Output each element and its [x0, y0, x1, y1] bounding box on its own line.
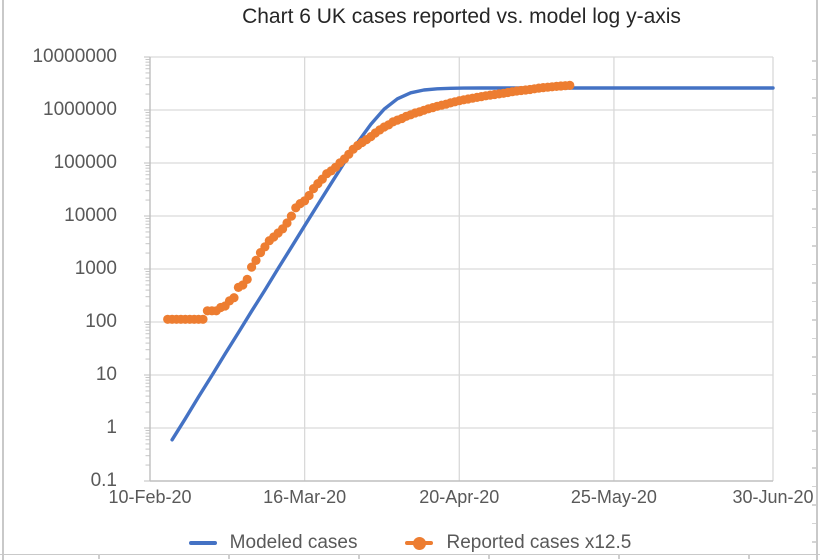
chart-title: Chart 6 UK cases reported vs. model log …: [242, 5, 681, 28]
worksheet-row-stub: [812, 300, 816, 302]
legend-label-reported-cases: Reported cases x12.5: [446, 532, 632, 553]
worksheet-gridline-bottom: [0, 553, 820, 555]
worksheet-row-stub: [812, 485, 816, 487]
y-tick-label: 1: [106, 417, 117, 438]
chart-legend: Modeled cases Reported cases x12.5: [0, 530, 820, 556]
worksheet-row-stub: [812, 263, 816, 265]
worksheet-row-stub: [812, 522, 816, 524]
blue-line-icon: [188, 541, 217, 545]
worksheet-row-stub: [812, 393, 816, 395]
worksheet-row-stub: [812, 374, 816, 376]
worksheet-row-stub: [812, 226, 816, 228]
worksheet-row-stub: [812, 504, 816, 506]
y-tick-label: 10: [95, 364, 117, 385]
y-tick-label: 1000000: [43, 99, 117, 120]
worksheet-row-stub: [812, 245, 816, 247]
reported-marker-swatch-icon: [405, 536, 434, 550]
modeled-line-swatch-icon: [188, 536, 217, 550]
worksheet-row-stub: [812, 282, 816, 284]
worksheet-row-stub: [812, 97, 816, 99]
worksheet-row-stub: [812, 78, 816, 80]
legend-item-reported-cases: Reported cases x12.5: [405, 532, 631, 554]
y-tick-label: 100000: [53, 152, 117, 173]
worksheet-row-stub: [812, 411, 816, 413]
y-tick-label: 10000000: [32, 46, 117, 67]
worksheet-column-stub: [98, 554, 100, 559]
worksheet-row-stub: [812, 448, 816, 450]
worksheet-row-stub: [812, 541, 816, 543]
worksheet-row-stub: [812, 337, 816, 339]
x-tick-label: 10-Feb-20: [108, 487, 192, 507]
legend-label-modeled-cases: Modeled cases: [229, 532, 358, 553]
worksheet-column-stub: [748, 554, 750, 559]
x-tick-label: 25-May-20: [570, 487, 657, 507]
worksheet-row-stub: [812, 115, 816, 117]
orange-dot-icon: [412, 536, 426, 550]
worksheet-column-stub: [228, 554, 230, 559]
worksheet-row-stub: [812, 467, 816, 469]
worksheet-row-stub: [812, 189, 816, 191]
worksheet-row-stub: [812, 208, 816, 210]
worksheet-row-stub: [812, 319, 816, 321]
y-tick-label: 100: [85, 311, 117, 332]
worksheet-row-stub: [812, 152, 816, 154]
worksheet-row-stub: [812, 134, 816, 136]
worksheet-row-stub: [812, 356, 816, 358]
y-tick-label: 0.1: [90, 470, 117, 491]
legend-item-modeled-cases: Modeled cases: [188, 532, 358, 554]
worksheet-row-stub: [812, 430, 816, 432]
worksheet-column-stub: [358, 554, 360, 559]
worksheet-row-stub: [812, 60, 816, 62]
worksheet-gridline-right: [816, 0, 818, 560]
x-tick-label: 16-Mar-20: [263, 487, 347, 507]
x-tick-label: 20-Apr-20: [419, 487, 500, 507]
worksheet-column-stub: [488, 554, 490, 559]
worksheet-column-stub: [618, 554, 620, 559]
y-tick-label: 10000: [64, 205, 117, 226]
y-tick-label: 1000: [74, 258, 117, 279]
x-tick-label: 30-Jun-20: [732, 487, 814, 507]
worksheet-gridline-left: [2, 0, 4, 560]
worksheet-row-stub: [812, 171, 816, 173]
